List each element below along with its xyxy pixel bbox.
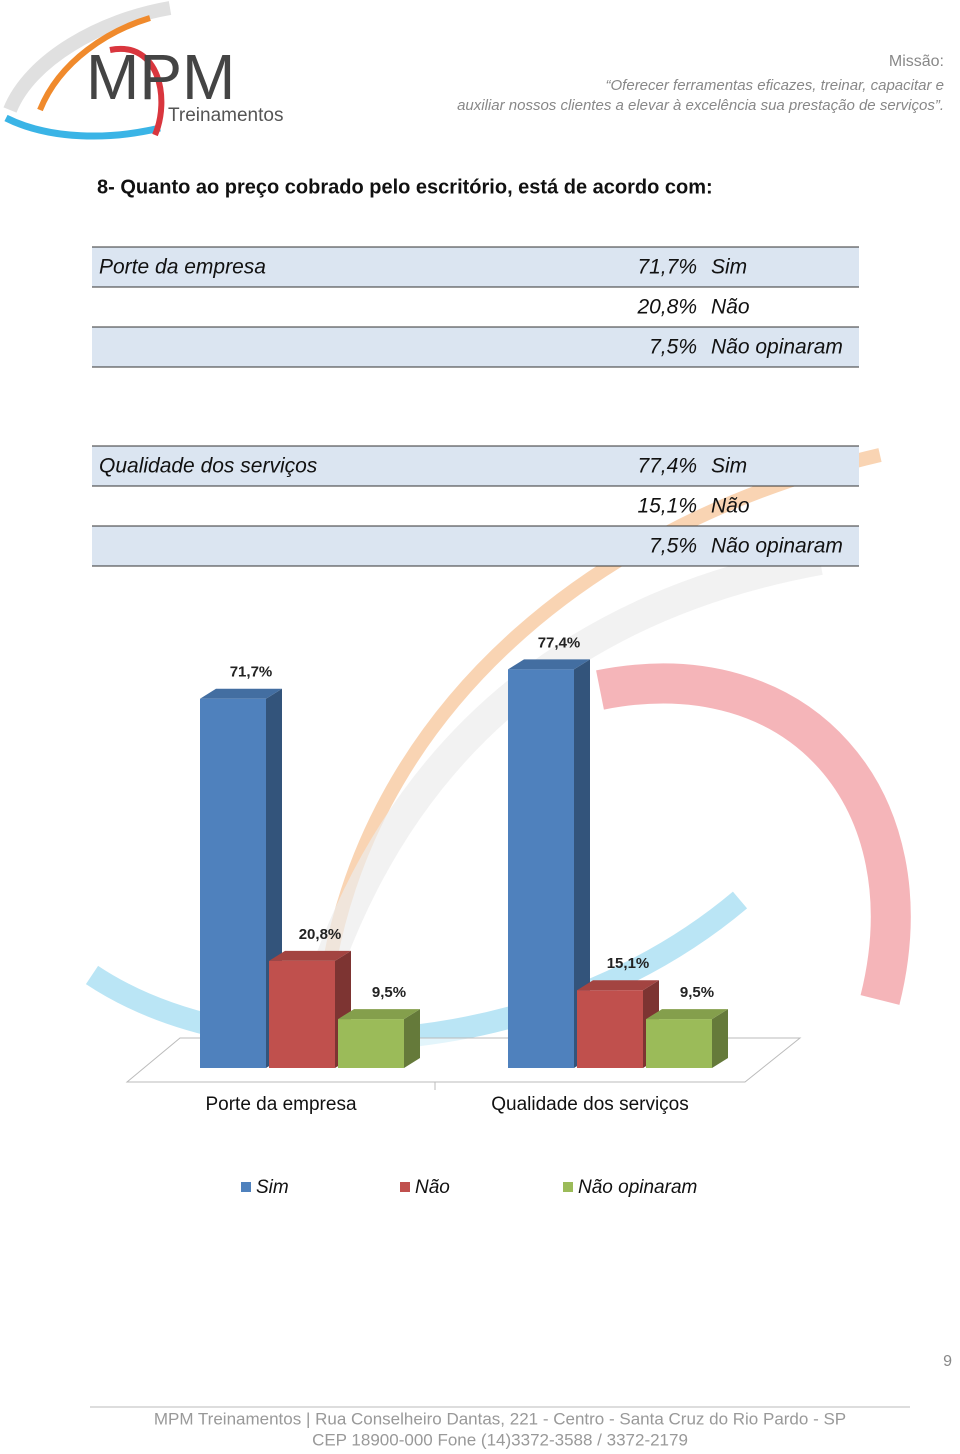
table-percent: 71,7%	[637, 256, 697, 279]
bar	[200, 698, 266, 1068]
logo-swoosh	[37, 15, 151, 112]
table-percent: 7,5%	[649, 336, 697, 359]
bg-swoosh	[323, 448, 882, 962]
legend-swatch	[400, 1182, 410, 1192]
table-percent: 20,8%	[636, 296, 697, 319]
question: 8- Quanto ao preço cobrado pelo escritór…	[97, 176, 713, 198]
logo-swoosh	[3, 1, 172, 113]
category-label: Qualidade dos serviços	[491, 1094, 689, 1115]
mission-label: Missão:	[889, 53, 944, 70]
bar-side	[574, 659, 590, 1068]
table-answer: Não opinaram	[711, 336, 843, 359]
logo-swoosh	[109, 45, 165, 137]
footer-line: CEP 18900-000 Fone (14)3372-3588 / 3372-…	[312, 1430, 688, 1449]
table-answer: Sim	[711, 455, 747, 478]
table-label: Qualidade dos serviços	[99, 455, 318, 478]
logo-sub: Treinamentos	[168, 105, 283, 126]
table-answer: Sim	[711, 256, 747, 279]
bar-top	[338, 1009, 420, 1020]
bar	[338, 1019, 404, 1068]
logo-main: MPM	[86, 41, 235, 113]
legend-label: Não	[415, 1177, 450, 1198]
bar-top	[646, 1009, 728, 1020]
mission-line: auxiliar nossos clientes a elevar à exce…	[457, 97, 944, 114]
bar-side	[712, 1009, 728, 1068]
value-label: 9,5%	[680, 984, 714, 1001]
bar	[646, 1019, 712, 1068]
bar	[269, 960, 335, 1068]
value-label: 9,5%	[372, 984, 406, 1001]
table-row-bg	[92, 247, 859, 287]
table-label: Porte da empresa	[99, 256, 266, 279]
bar-top	[577, 980, 659, 991]
table-answer: Não opinaram	[711, 535, 843, 558]
value-label: 15,1%	[607, 955, 650, 972]
table-row-bg	[92, 327, 859, 367]
legend-label: Sim	[256, 1177, 289, 1198]
bg-swoosh	[596, 663, 911, 1005]
legend-swatch	[563, 1182, 573, 1192]
category-label: Porte da empresa	[205, 1094, 356, 1115]
table-percent: 15,1%	[637, 495, 697, 518]
table-answer: Não	[711, 296, 750, 319]
value-label: 20,8%	[299, 926, 342, 943]
bar-top	[269, 950, 351, 961]
logo-swoosh	[4, 114, 161, 140]
bar	[508, 669, 574, 1068]
value-label: 77,4%	[538, 634, 581, 651]
bar-side	[404, 1009, 420, 1068]
table-row-bg	[92, 526, 859, 566]
bar-top	[200, 688, 282, 699]
table-percent: 77,4%	[637, 455, 697, 478]
mission-line: “Oferecer ferramentas eficazes, treinar,…	[606, 77, 944, 94]
legend-swatch	[241, 1182, 251, 1192]
bar	[577, 990, 643, 1068]
table-answer: Não	[711, 495, 750, 518]
table-row-bg	[92, 446, 859, 486]
bar-top	[508, 659, 590, 670]
legend-label: Não opinaram	[578, 1177, 697, 1198]
footer-line: MPM Treinamentos | Rua Conselheiro Danta…	[154, 1409, 846, 1428]
page-number: 9	[943, 1353, 952, 1370]
table-percent: 7,5%	[649, 535, 697, 558]
value-label: 71,7%	[230, 664, 273, 681]
